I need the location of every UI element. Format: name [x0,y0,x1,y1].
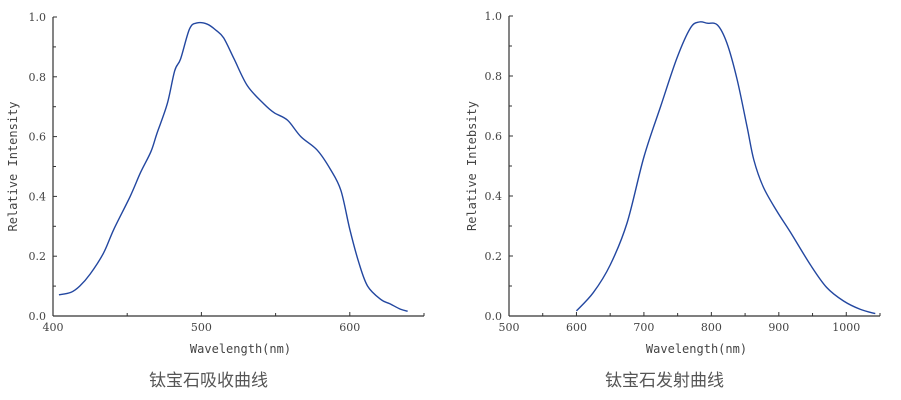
y-tick-label: 0.0 [485,310,503,323]
x-tick-label: 600 [566,321,587,334]
absorption-chart: 400 500 600 0.0 0.2 0.4 0.6 0.8 1.0 Wavelength(nm… [6,11,425,391]
y-tick-label: 0.8 [29,71,47,84]
y-tick-label: 0.6 [485,130,503,143]
x-tick-label: 1000 [832,321,860,334]
chart-caption: 钛宝石吸收曲线 [149,371,268,391]
x-tick-label: 700 [633,321,654,334]
chart-caption: 钛宝石发射曲线 [605,371,724,391]
emission-chart: 500 600 700 800 900 1000 0.0 0.2 0.4 0.6 0.8 1.0 Wav… [465,10,881,391]
y-tick-label: 0.2 [29,250,47,263]
y-axis-label: Relative Intensity [6,101,20,231]
y-tick-label: 0.6 [29,131,47,144]
series-line [58,21,408,312]
x-tick-label: 900 [768,321,789,334]
y-tick-label: 0.2 [485,250,503,263]
x-axis-label: Wavelength(nm) [190,342,291,356]
y-tick-label: 1.0 [29,11,47,24]
y-tick-label: 1.0 [485,10,503,23]
x-tick-label: 600 [339,321,360,334]
series-line [575,21,876,315]
x-axis-label: Wavelength(nm) [646,342,747,356]
x-tick-label: 800 [701,321,722,334]
y-tick-label: 0.4 [485,190,503,203]
y-axis-label: Relative Intebsity [465,101,479,231]
x-tick-label: 500 [499,321,520,334]
y-tick-label: 0.4 [29,190,47,203]
y-tick-label: 0.8 [485,70,503,83]
y-tick-label: 0.0 [29,310,47,323]
x-tick-label: 400 [43,321,64,334]
x-tick-label: 500 [191,321,212,334]
